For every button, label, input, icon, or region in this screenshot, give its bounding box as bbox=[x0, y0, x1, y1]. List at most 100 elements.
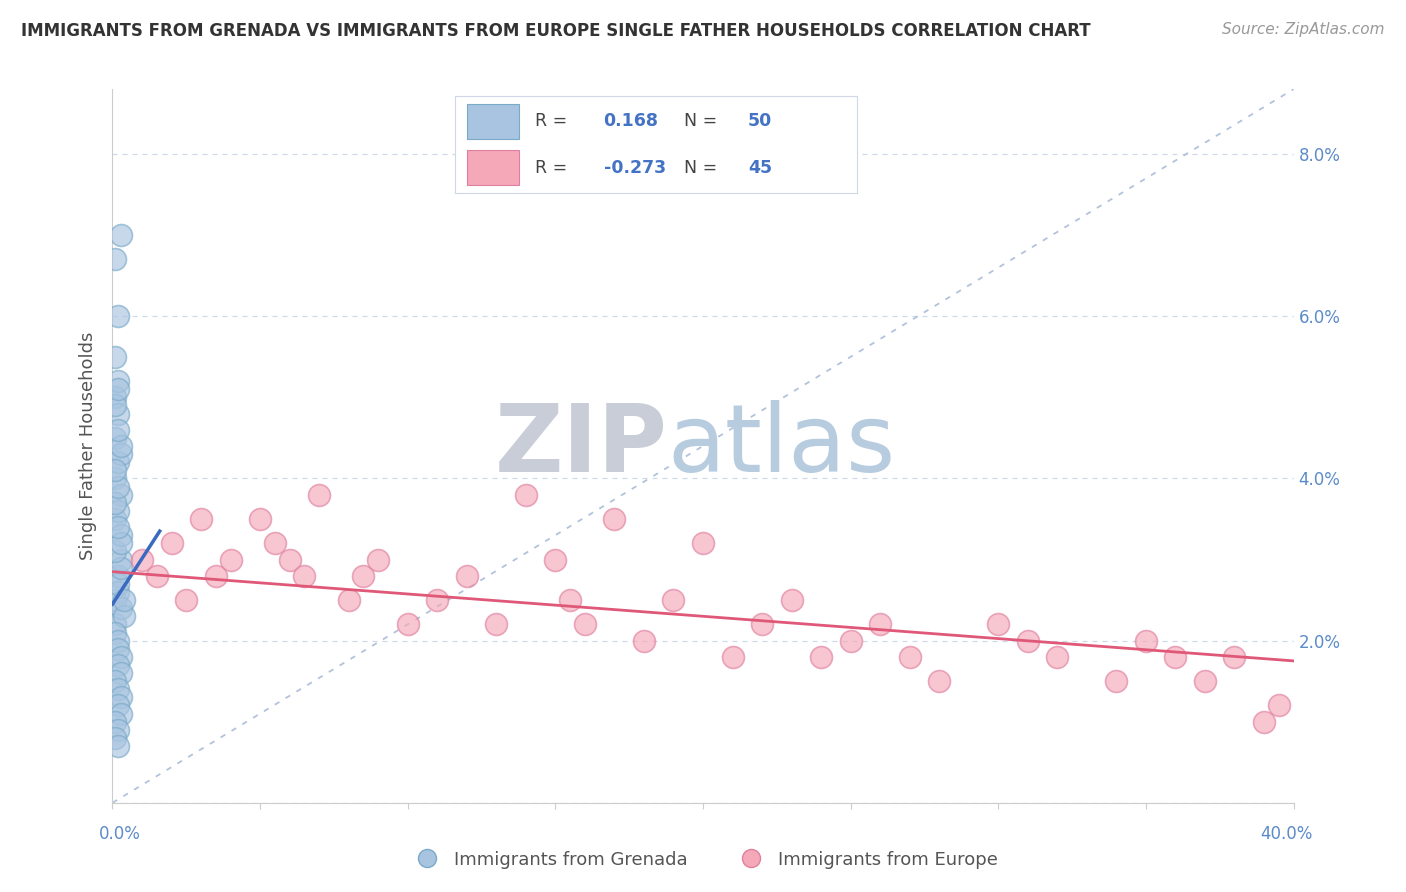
Point bbox=[174, 593, 197, 607]
Point bbox=[515, 488, 537, 502]
Point bbox=[131, 552, 153, 566]
Point bbox=[869, 617, 891, 632]
Point bbox=[426, 593, 449, 607]
Point bbox=[104, 399, 127, 413]
Point bbox=[1135, 633, 1157, 648]
Point bbox=[898, 649, 921, 664]
Point bbox=[104, 390, 127, 404]
Point bbox=[107, 739, 129, 753]
Point bbox=[603, 512, 626, 526]
Point bbox=[104, 350, 127, 364]
Point bbox=[110, 447, 132, 461]
Point bbox=[107, 407, 129, 421]
Point bbox=[112, 593, 135, 607]
Point bbox=[839, 633, 862, 648]
Point bbox=[574, 617, 596, 632]
Point bbox=[751, 617, 773, 632]
Point bbox=[107, 698, 129, 713]
Text: 40.0%: 40.0% bbox=[1260, 825, 1313, 843]
Point bbox=[107, 374, 129, 388]
Point bbox=[107, 577, 129, 591]
Point bbox=[107, 310, 129, 324]
Point bbox=[112, 609, 135, 624]
Point bbox=[104, 512, 127, 526]
Point bbox=[107, 504, 129, 518]
Point bbox=[110, 536, 132, 550]
Point bbox=[110, 601, 132, 615]
Point bbox=[110, 439, 132, 453]
Point bbox=[219, 552, 242, 566]
Point bbox=[107, 382, 129, 396]
Point bbox=[107, 520, 129, 534]
Point bbox=[107, 682, 129, 697]
Point bbox=[110, 228, 132, 243]
Point bbox=[1194, 674, 1216, 689]
Point bbox=[1164, 649, 1187, 664]
Point bbox=[110, 690, 132, 705]
Point bbox=[107, 585, 129, 599]
Point bbox=[146, 568, 169, 582]
Point bbox=[558, 593, 582, 607]
Point bbox=[367, 552, 389, 566]
Point bbox=[780, 593, 803, 607]
Point bbox=[104, 431, 127, 445]
Point bbox=[352, 568, 374, 582]
Point bbox=[160, 536, 183, 550]
Point bbox=[107, 723, 129, 737]
Text: 0.0%: 0.0% bbox=[98, 825, 141, 843]
Legend: Immigrants from Grenada, Immigrants from Europe: Immigrants from Grenada, Immigrants from… bbox=[401, 844, 1005, 876]
Point bbox=[107, 657, 129, 672]
Point bbox=[278, 552, 301, 566]
Point bbox=[104, 593, 127, 607]
Point bbox=[110, 552, 132, 566]
Point bbox=[107, 455, 129, 469]
Point bbox=[308, 488, 330, 502]
Point bbox=[107, 641, 129, 656]
Y-axis label: Single Father Households: Single Father Households bbox=[79, 332, 97, 560]
Point bbox=[104, 731, 127, 745]
Point bbox=[104, 544, 127, 558]
Text: atlas: atlas bbox=[668, 400, 896, 492]
Point bbox=[110, 488, 132, 502]
Point bbox=[107, 479, 129, 493]
Point bbox=[692, 536, 714, 550]
Point bbox=[987, 617, 1010, 632]
Point bbox=[1105, 674, 1128, 689]
Point bbox=[190, 512, 212, 526]
Point bbox=[928, 674, 950, 689]
Point bbox=[110, 666, 132, 681]
Point bbox=[104, 496, 127, 510]
Point bbox=[110, 706, 132, 721]
Point bbox=[1268, 698, 1291, 713]
Point bbox=[104, 471, 127, 485]
Point bbox=[1223, 649, 1246, 664]
Point bbox=[456, 568, 478, 582]
Point bbox=[485, 617, 508, 632]
Point bbox=[810, 649, 832, 664]
Point bbox=[107, 423, 129, 437]
Text: ZIP: ZIP bbox=[495, 400, 668, 492]
Text: IMMIGRANTS FROM GRENADA VS IMMIGRANTS FROM EUROPE SINGLE FATHER HOUSEHOLDS CORRE: IMMIGRANTS FROM GRENADA VS IMMIGRANTS FR… bbox=[21, 22, 1091, 40]
Point bbox=[110, 560, 132, 574]
Point bbox=[104, 463, 127, 477]
Point bbox=[1046, 649, 1069, 664]
Text: Source: ZipAtlas.com: Source: ZipAtlas.com bbox=[1222, 22, 1385, 37]
Point bbox=[104, 625, 127, 640]
Point bbox=[544, 552, 567, 566]
Point bbox=[1017, 633, 1039, 648]
Point bbox=[662, 593, 685, 607]
Point bbox=[104, 617, 127, 632]
Point bbox=[107, 568, 129, 582]
Point bbox=[264, 536, 287, 550]
Point bbox=[104, 674, 127, 689]
Point bbox=[1253, 714, 1275, 729]
Point bbox=[721, 649, 744, 664]
Point bbox=[249, 512, 271, 526]
Point bbox=[633, 633, 655, 648]
Point bbox=[107, 633, 129, 648]
Point bbox=[104, 252, 127, 267]
Point bbox=[104, 714, 127, 729]
Point bbox=[110, 528, 132, 542]
Point bbox=[110, 649, 132, 664]
Point bbox=[337, 593, 360, 607]
